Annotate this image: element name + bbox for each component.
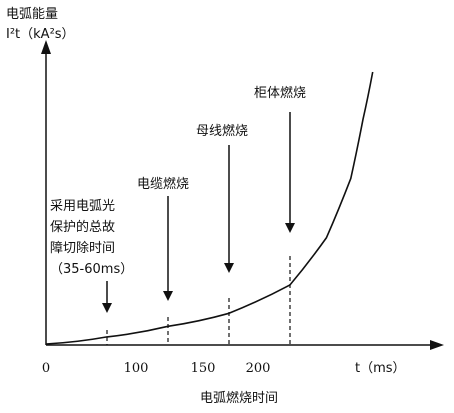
x-axis-arrow — [430, 340, 444, 350]
marker-3-label: 母线燃烧 — [196, 123, 248, 139]
x-tick-label-1: 100 — [124, 361, 149, 376]
x-tick-label-2: 150 — [191, 361, 216, 376]
marker-2-label: 电缆燃烧 — [137, 176, 189, 192]
x-tick-label-0: 0 — [42, 361, 50, 376]
marker-1-label-line3: 障切除时间 — [50, 241, 115, 256]
y-axis-label-line1: 电弧能量 — [6, 7, 58, 22]
x-axis-label: t（ms） — [355, 361, 406, 376]
y-axis-label-line2: I²t（kA²s） — [6, 27, 75, 42]
marker-1-label-line2: 保护的总故 — [50, 219, 115, 235]
chart-caption: 电弧燃烧时间 — [200, 390, 278, 406]
marker-1-label-line4: （35-60ms） — [50, 262, 133, 277]
marker-4-label: 柜体燃烧 — [254, 85, 306, 101]
x-tick-label-3: 200 — [246, 361, 271, 376]
y-axis-arrow — [41, 40, 51, 54]
marker-1-label-line1: 采用电弧光 — [50, 199, 115, 214]
